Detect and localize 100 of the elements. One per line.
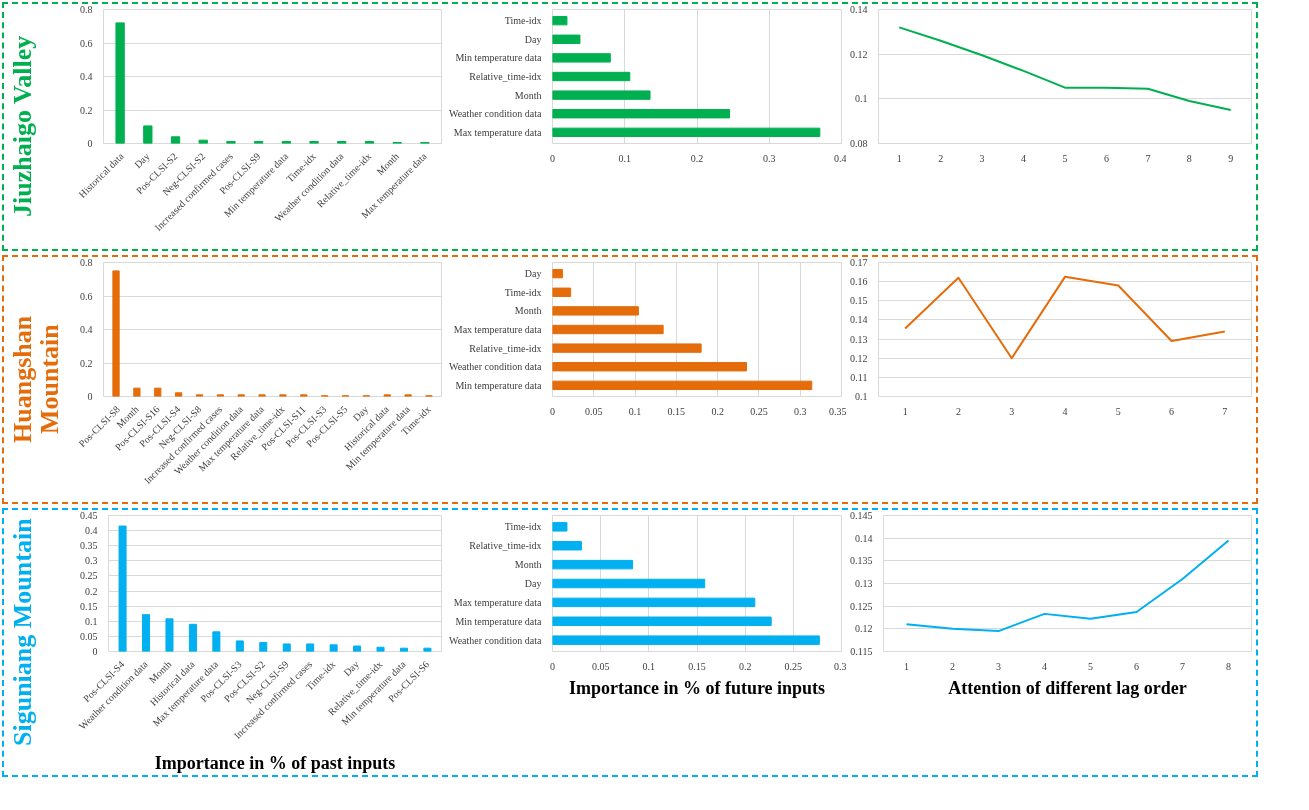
x-tick-label: 7 [1222, 405, 1228, 417]
x-tick-label: 6 [1169, 405, 1175, 417]
x-tick-label: 0.2 [738, 660, 752, 672]
x-tick-label: 0 [550, 405, 555, 417]
bar [212, 631, 221, 652]
y-tick-label: Day [524, 578, 542, 589]
x-tick-label: 3 [1009, 405, 1015, 417]
y-tick-label: Min temperature data [455, 615, 543, 627]
y-tick-label: Month [514, 89, 542, 101]
bar [142, 614, 151, 652]
y-tick-label: 0.6 [80, 37, 93, 49]
x-tick-label: 0.15 [667, 405, 686, 417]
y-tick-label: Weather condition data [449, 108, 543, 120]
y-axis-title: Siguniang Mountain [8, 518, 37, 747]
x-axis-title: Importance in % of past inputs [154, 752, 396, 773]
bar [115, 22, 125, 144]
y-tick-label: Weather condition data [449, 634, 543, 646]
bar [552, 522, 568, 532]
y-tick-label: 0.45 [80, 510, 98, 521]
y-tick-label: 0.25 [80, 570, 98, 582]
bar [552, 616, 772, 627]
y-tick-label: 0.35 [80, 540, 98, 552]
x-tick-label: 0.4 [834, 152, 847, 164]
bar [552, 71, 631, 82]
y-tick-label: 0 [92, 646, 98, 657]
x-tick-label: 8 [1226, 660, 1231, 672]
x-tick-label: 0.3 [763, 152, 776, 164]
y-tick-label: Relative_time-idx [469, 342, 542, 354]
x-tick-label: 5 [1115, 405, 1121, 417]
bar [552, 287, 572, 297]
y-tick-label: 0.11 [850, 371, 868, 383]
bar [353, 645, 362, 652]
y-tick-label: 0.6 [80, 290, 93, 302]
y-tick-label: 0.3 [85, 555, 98, 567]
bar [552, 53, 611, 63]
y-axis-title: Huangshan Mountain [8, 314, 65, 446]
x-tick-label: 6 [1103, 152, 1109, 164]
x-tick-label: 4 [1021, 152, 1027, 164]
y-tick-label: Time-idx [504, 286, 542, 298]
y-tick-label: Relative_time-idx [469, 71, 542, 82]
y-tick-label: Max temperature data [453, 126, 543, 138]
y-tick-label: Day [524, 268, 542, 280]
bar [552, 34, 581, 44]
x-tick-label: 3 [996, 660, 1001, 672]
y-tick-label: Min temperature data [455, 379, 543, 391]
y-tick-label: 0.8 [80, 257, 93, 268]
bar [552, 127, 821, 138]
y-tick-label: 0.2 [80, 357, 93, 369]
y-tick-label: 0.1 [855, 391, 868, 402]
x-tick-label: 2 [950, 660, 955, 672]
bar [552, 109, 731, 119]
y-tick-label: 0.14 [855, 532, 873, 544]
y-tick-label: Weather condition data [449, 361, 543, 373]
x-tick-label: 0.25 [784, 660, 803, 672]
x-tick-label: 0.05 [585, 405, 603, 417]
y-tick-label: Relative_time-idx [469, 540, 542, 552]
y-tick-label: 0.13 [850, 333, 868, 345]
bar [552, 540, 582, 551]
bar [170, 136, 181, 144]
y-tick-label: Max temperature data [453, 596, 543, 608]
x-tick-label: 0.1 [628, 405, 642, 417]
line-series [905, 539, 1230, 633]
y-tick-label: Max temperature data [453, 324, 543, 335]
bar [306, 643, 315, 652]
y-tick-label: 0.12 [850, 352, 868, 364]
bar [133, 387, 141, 397]
x-tick-label: 1 [902, 405, 908, 417]
bar [423, 647, 432, 652]
y-tick-label: 0.14 [850, 4, 868, 15]
y-tick-label: 0.05 [80, 630, 98, 642]
bar [118, 525, 127, 652]
y-tick-label: 0 [87, 391, 93, 402]
x-tick-label: 0.1 [642, 660, 656, 672]
x-tick-label: 5 [1088, 660, 1093, 672]
y-tick-label: Time-idx [504, 15, 542, 27]
bar [552, 90, 651, 100]
x-tick-label: 0.2 [690, 152, 704, 164]
x-axis-title: Importance in % of future inputs [568, 677, 826, 698]
bar [552, 578, 706, 589]
x-tick-label: 0.35 [829, 405, 847, 417]
y-tick-label: 0.135 [850, 555, 873, 567]
y-tick-label: 0 [87, 138, 93, 149]
y-axis-title: Jiuzhaigo Valley [8, 35, 37, 218]
x-tick-label: 0.1 [618, 152, 631, 164]
x-tick-label: 5 [1062, 152, 1068, 164]
x-tick-label: 0.25 [750, 405, 768, 417]
bar [235, 640, 244, 652]
y-tick-label: Min temperature data [455, 52, 543, 64]
y-tick-label: 0.17 [850, 257, 868, 268]
bar [329, 644, 338, 652]
y-tick-label: 0.12 [850, 48, 868, 60]
bar [552, 380, 813, 391]
y-tick-label: 0.4 [80, 71, 93, 82]
x-tick-label: 2 [955, 405, 961, 417]
x-tick-label: 0.3 [834, 660, 847, 672]
y-tick-label: Month [514, 559, 542, 571]
bar [188, 623, 197, 652]
y-tick-label: 0.4 [80, 324, 93, 335]
y-tick-label: 0.1 [85, 615, 98, 627]
x-tick-label: 8 [1186, 152, 1192, 164]
